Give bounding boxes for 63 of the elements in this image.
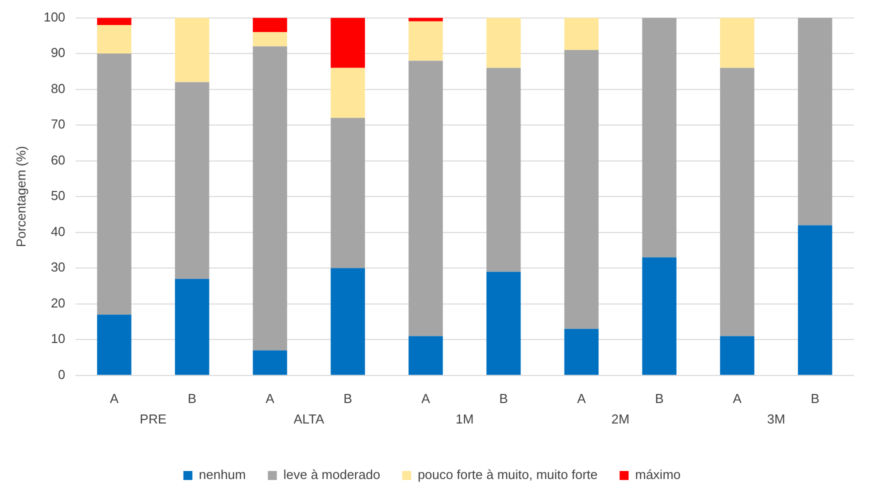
y-tick-label: 0 (58, 366, 66, 382)
bar (97, 314, 132, 375)
x-tick-label: A (421, 390, 430, 406)
x-tick-label: A (577, 390, 586, 406)
bar (720, 18, 754, 68)
legend-label: leve à moderado (283, 467, 380, 482)
bar (642, 18, 676, 258)
bar (486, 68, 521, 272)
bar (252, 18, 288, 32)
bar (408, 18, 443, 22)
bar (564, 18, 599, 50)
bar (97, 54, 132, 315)
bar (252, 350, 288, 375)
bar (174, 18, 210, 82)
legend-label: pouco forte à muito, muito forte (418, 467, 598, 482)
legend-label: nenhum (198, 467, 246, 482)
y-axis-title: Porcentagem (%) (13, 146, 28, 248)
bar (642, 257, 676, 375)
y-tick-label: 80 (50, 80, 66, 96)
bar (486, 18, 521, 68)
bar (330, 68, 365, 118)
y-tick-label: 30 (50, 260, 66, 275)
bar (798, 18, 832, 226)
bar (408, 336, 443, 375)
bar (408, 21, 443, 61)
y-tick-label: 10 (50, 331, 66, 346)
bar (174, 278, 210, 375)
bar (798, 225, 832, 375)
bar (720, 336, 754, 375)
x-tick-label: B (499, 390, 508, 406)
y-tick-label: 90 (50, 45, 66, 60)
text: 2M (611, 411, 630, 426)
bar (252, 46, 288, 350)
x-tick-label: B (654, 390, 664, 406)
legend-label: máximo (635, 467, 681, 482)
text: ALTA (294, 411, 325, 426)
x-tick-label: B (188, 390, 196, 406)
bar (97, 24, 132, 54)
text: 3M (767, 411, 786, 426)
y-tick-label: 100 (44, 9, 66, 24)
x-tick-label: B (344, 390, 352, 406)
text: 1M (456, 411, 474, 426)
x-tick-label: A (732, 390, 742, 406)
bar (408, 60, 443, 336)
bar (174, 82, 210, 279)
bar (486, 272, 521, 375)
y-tick-label: 40 (50, 224, 66, 239)
x-tick-label: A (266, 390, 275, 406)
x-tick-label: B (810, 390, 820, 406)
bar (564, 328, 599, 375)
y-tick-label: 60 (50, 152, 66, 168)
x-tick-label: A (110, 390, 119, 406)
bar (720, 68, 754, 336)
y-tick-label: 20 (50, 295, 66, 310)
text: PRE (140, 411, 167, 426)
y-tick-label: 70 (50, 116, 66, 132)
bar (97, 18, 132, 25)
bar (252, 32, 288, 46)
bar (330, 118, 365, 268)
y-tick-label: 50 (50, 188, 66, 204)
bar (330, 18, 365, 68)
bar (564, 50, 599, 329)
bar (330, 268, 365, 375)
